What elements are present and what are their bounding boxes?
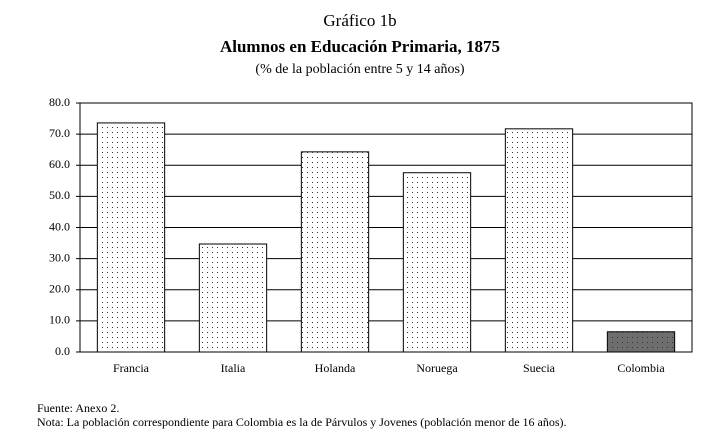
- chart-subtitle: Alumnos en Educación Primaria, 1875: [220, 37, 500, 56]
- bar: [402, 172, 472, 353]
- x-tick-label: Francia: [113, 361, 150, 375]
- bar: [300, 151, 370, 353]
- y-tick-label: 0.0: [55, 344, 70, 358]
- y-tick-label: 30.0: [49, 250, 70, 264]
- x-tick-label: Colombia: [617, 361, 665, 375]
- y-tick-label: 40.0: [49, 219, 70, 233]
- y-tick-label: 80.0: [49, 95, 70, 109]
- x-tick-label: Holanda: [315, 361, 356, 375]
- x-tick-label: Suecia: [523, 361, 556, 375]
- bar: [504, 128, 574, 353]
- y-tick-label: 50.0: [49, 188, 70, 202]
- y-tick-label: 70.0: [49, 126, 70, 140]
- bar: [198, 243, 268, 353]
- y-tick-label: 60.0: [49, 157, 70, 171]
- y-tick-label: 10.0: [49, 313, 70, 327]
- bar: [96, 122, 166, 353]
- footnote: Fuente: Anexo 2.: [37, 401, 119, 415]
- chart-title: Gráfico 1b: [323, 11, 396, 30]
- footnote: Nota: La población correspondiente para …: [37, 415, 567, 429]
- y-tick-label: 20.0: [49, 282, 70, 296]
- x-tick-label: Italia: [221, 361, 246, 375]
- unit-note: (% de la población entre 5 y 14 años): [255, 62, 464, 77]
- bar: [606, 331, 676, 353]
- x-tick-label: Noruega: [416, 361, 458, 375]
